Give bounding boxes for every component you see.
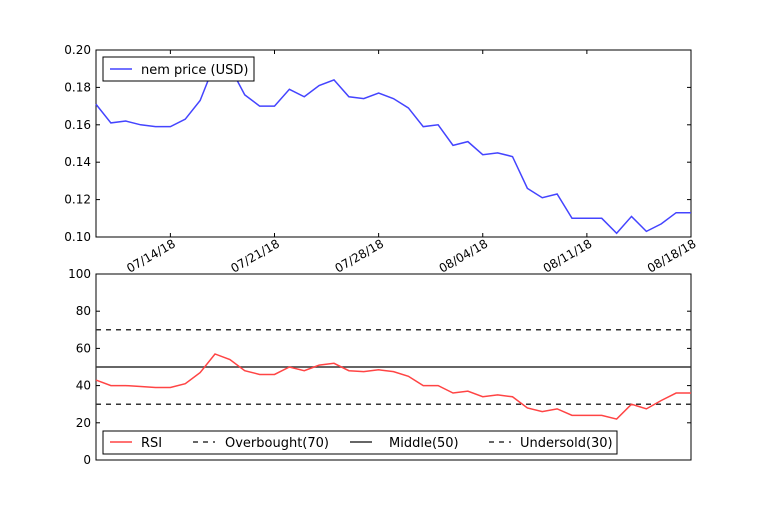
- price-y-ticks: 0.10 0.12 0.14 0.16 0.18 0.20: [64, 43, 691, 244]
- price-y-tick-label: 0.20: [64, 43, 91, 57]
- rsi-y-tick-label: 60: [76, 341, 91, 355]
- rsi-legend-label-undersold: Undersold(30): [520, 436, 613, 451]
- price-x-tick-label: 08/18/18: [645, 236, 699, 275]
- price-x-tick-label: 08/04/18: [437, 236, 491, 275]
- rsi-y-tick-label: 20: [76, 416, 91, 430]
- rsi-reference-lines: [96, 329, 691, 405]
- rsi-y-ticks: 0 20 40 60 80 100: [68, 267, 691, 467]
- rsi-y-tick-label: 100: [68, 267, 91, 281]
- price-y-tick-label: 0.10: [64, 230, 91, 244]
- price-y-tick-label: 0.18: [64, 80, 91, 94]
- price-y-tick-label: 0.16: [64, 118, 91, 132]
- price-y-tick-label: 0.14: [64, 155, 91, 169]
- price-legend-box: [102, 56, 255, 82]
- rsi-y-tick-label: 40: [76, 379, 91, 393]
- price-series-line: [95, 62, 691, 235]
- price-plot-area: [95, 49, 692, 238]
- rsi-legend-label-overbought: Overbought(70): [225, 436, 329, 451]
- price-x-tick-label: 07/14/18: [124, 236, 178, 275]
- rsi-legend: RSI Overbought(70) Middle(50) Undersold(…: [102, 430, 618, 455]
- rsi-legend-label-rsi: RSI: [141, 436, 162, 451]
- rsi-legend-label-middle: Middle(50): [389, 436, 459, 451]
- rsi-y-tick-label: 80: [76, 304, 91, 318]
- price-panel: 0.10 0.12 0.14 0.16 0.18 0.20 07/14/18 07/21/1…: [64, 43, 698, 276]
- price-y-tick-label: 0.12: [64, 193, 91, 207]
- price-x-tick-label: 08/11/18: [541, 236, 595, 275]
- rsi-y-tick-label: 0: [83, 453, 91, 467]
- price-legend-label: nem price (USD): [141, 63, 248, 78]
- price-x-tick-label: 07/28/18: [332, 236, 386, 275]
- rsi-panel: 0 20 40 60 80 100 RSI Overbought(70) Middle(5…: [68, 267, 692, 467]
- rsi-series-line: [95, 353, 691, 420]
- price-x-ticks: 07/14/18 07/21/18 07/28/18 08/04/18 08/11/18…: [124, 50, 699, 276]
- price-legend: nem price (USD): [102, 56, 255, 82]
- price-x-tick-label: 07/21/18: [228, 236, 282, 275]
